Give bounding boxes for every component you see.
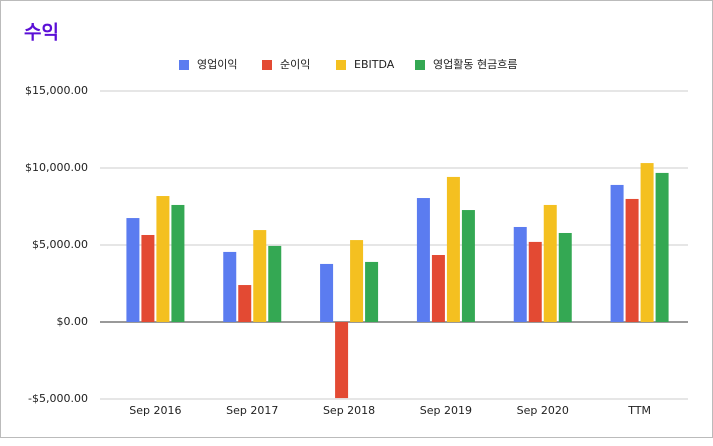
- bar: [625, 198, 639, 322]
- bar: [156, 196, 170, 322]
- bar: [126, 218, 140, 322]
- y-tick-label: $15,000.00: [25, 84, 88, 97]
- y-tick-label: -$5,000.00: [28, 392, 88, 405]
- x-tick-label: TTM: [627, 404, 651, 417]
- legend-label: 영업활동 현금흐름: [433, 57, 517, 71]
- bar: [238, 285, 252, 322]
- bar: [253, 230, 267, 322]
- bar: [431, 255, 445, 322]
- bar: [223, 251, 237, 322]
- bar: [141, 234, 155, 322]
- x-tick-label: Sep 2016: [129, 404, 181, 417]
- bar: [171, 204, 185, 322]
- y-tick-label: $10,000.00: [25, 161, 88, 174]
- bar: [446, 176, 460, 322]
- bar: [528, 241, 542, 322]
- bar: [350, 240, 364, 322]
- bar: [416, 198, 430, 322]
- bar: [461, 210, 475, 322]
- x-tick-label: Sep 2017: [226, 404, 278, 417]
- bar: [655, 172, 669, 322]
- legend-label: 영업이익: [197, 58, 237, 71]
- bar: [543, 204, 557, 322]
- bar: [268, 245, 282, 322]
- legend-swatch: [262, 60, 272, 70]
- bar: [513, 226, 527, 322]
- legend-swatch: [336, 60, 346, 70]
- y-tick-label: $5,000.00: [32, 238, 88, 251]
- bar: [640, 163, 654, 322]
- legend-label: 순이익: [280, 58, 310, 71]
- bar: [610, 184, 624, 322]
- legend-swatch: [415, 60, 425, 70]
- legend-swatch: [179, 60, 189, 70]
- bar: [558, 232, 572, 322]
- x-tick-label: Sep 2020: [517, 404, 569, 417]
- bar: [365, 261, 379, 322]
- legend-label: EBITDA: [354, 58, 395, 71]
- bar: [335, 322, 349, 399]
- y-tick-label: $0.00: [57, 315, 89, 328]
- x-tick-label: Sep 2018: [323, 404, 375, 417]
- x-tick-label: Sep 2019: [420, 404, 472, 417]
- bar: [320, 263, 334, 322]
- chart-title: 수익: [24, 22, 59, 44]
